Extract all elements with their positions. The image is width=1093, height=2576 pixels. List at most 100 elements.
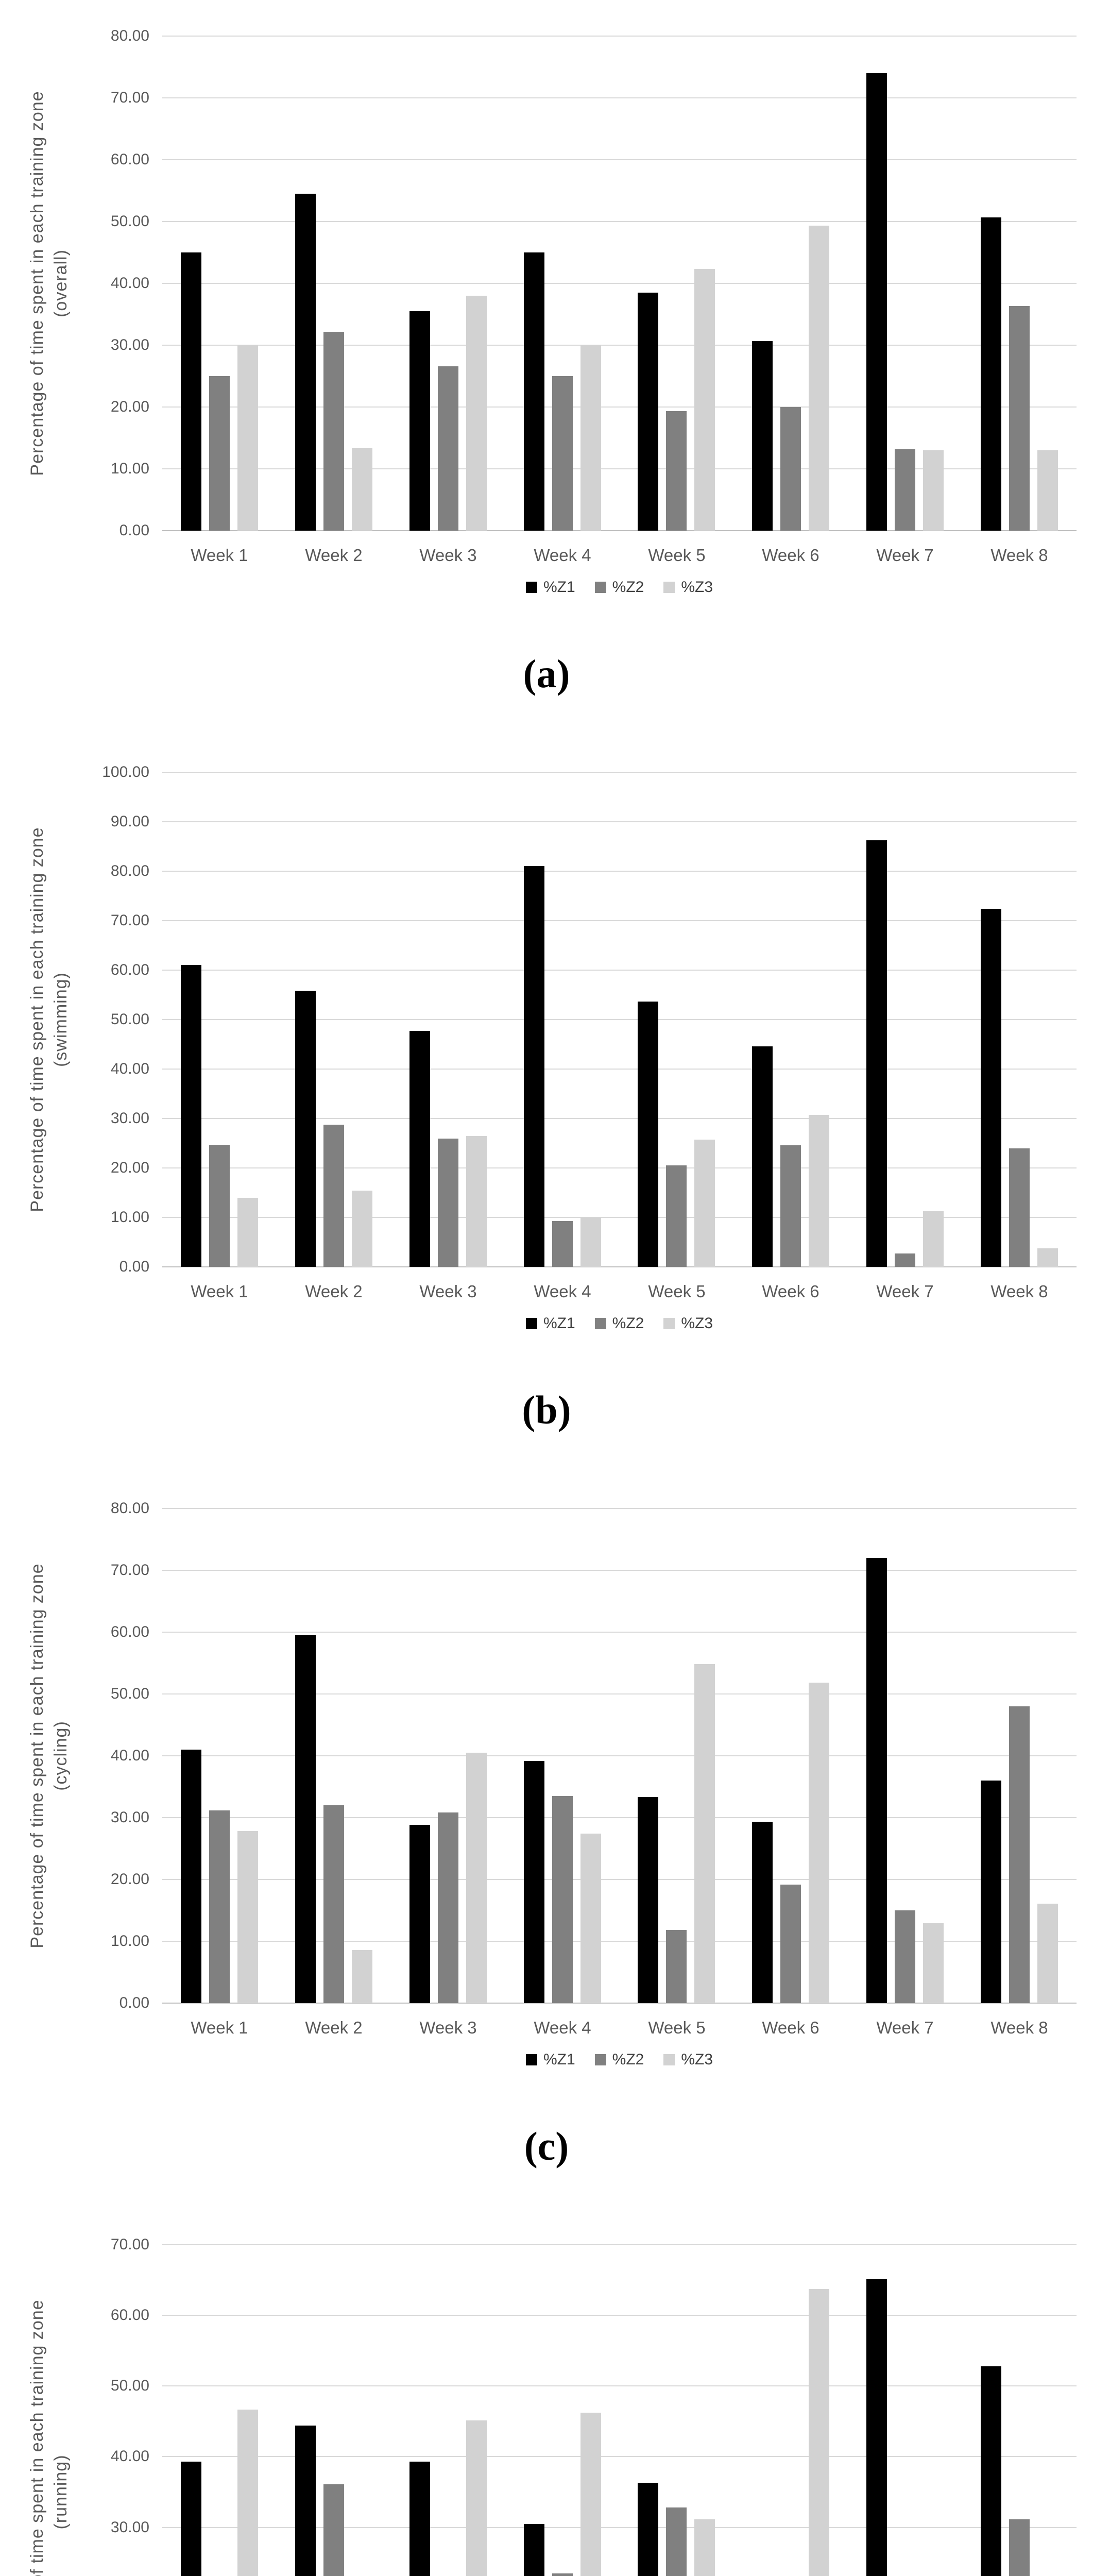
y-tick-label: 20.00 — [110, 398, 149, 415]
y-tick-label: 80.00 — [110, 1500, 149, 1517]
bar-z2 — [323, 2484, 344, 2576]
y-tick-label: 40.00 — [110, 275, 149, 292]
bar-z2 — [780, 1145, 801, 1267]
gridline — [162, 772, 1077, 773]
gridline — [162, 345, 1077, 346]
legend-item: %Z1 — [525, 579, 575, 596]
x-axis-line — [162, 1266, 1077, 1267]
bar-z2 — [209, 376, 230, 531]
legend-swatch-z1 — [525, 1318, 537, 1329]
y-tick-label: 60.00 — [110, 2307, 149, 2324]
bar-z2 — [1009, 2519, 1030, 2576]
y-tick-label: 70.00 — [110, 1562, 149, 1579]
bar-z1 — [866, 1558, 887, 2003]
bar-z3 — [809, 1683, 829, 2003]
gridline — [162, 2244, 1077, 2245]
gridline — [162, 1632, 1077, 1633]
bar-z3 — [1037, 450, 1058, 531]
x-category-label: Week 2 — [305, 2018, 363, 2037]
bar-z1 — [981, 909, 1001, 1267]
x-category-label: Week 4 — [534, 1282, 591, 1301]
bar-z1 — [866, 840, 887, 1267]
x-category-label: Week 5 — [648, 2018, 706, 2037]
x-category-label: Week 1 — [191, 2018, 248, 2037]
bar-z2 — [895, 449, 915, 531]
bar-z1 — [752, 1822, 773, 2003]
y-tick-label: 50.00 — [110, 1685, 149, 1702]
y-tick-label: 40.00 — [110, 1060, 149, 1077]
bar-z2 — [209, 1810, 230, 2003]
chart-overall: Percentage of time spent in each trainin… — [0, 0, 1093, 736]
legend-swatch-z3 — [663, 1318, 675, 1329]
x-category-label: Week 6 — [762, 1282, 819, 1301]
bar-z3 — [809, 2289, 829, 2576]
gridline — [162, 1019, 1077, 1020]
legend-item: %Z3 — [663, 2051, 713, 2069]
bar-z1 — [638, 293, 658, 531]
legend-label: %Z2 — [612, 1315, 644, 1332]
x-category-label: Week 2 — [305, 546, 363, 565]
figure-panel-a: Percentage of time spent in each trainin… — [0, 0, 1093, 736]
bar-z2 — [323, 332, 344, 531]
legend-swatch-z2 — [594, 1318, 606, 1329]
gridline — [162, 1508, 1077, 1509]
bar-z3 — [466, 1753, 487, 2003]
bar-z1 — [409, 311, 430, 531]
bar-z1 — [295, 194, 316, 531]
y-tick-label: 80.00 — [110, 27, 149, 44]
bar-z3 — [466, 2420, 487, 2576]
gridline — [162, 1217, 1077, 1218]
bar-z3 — [1037, 1248, 1058, 1267]
bar-z1 — [524, 2524, 544, 2576]
bar-z2 — [323, 1805, 344, 2003]
bar-z3 — [352, 448, 372, 531]
bar-z1 — [752, 341, 773, 531]
y-tick-label: 20.00 — [110, 1159, 149, 1176]
y-tick-label: 30.00 — [110, 2519, 149, 2536]
gridline — [162, 871, 1077, 872]
bar-z3 — [809, 1115, 829, 1267]
bar-z1 — [181, 965, 201, 1267]
bar-z3 — [1037, 1904, 1058, 2003]
x-axis-line — [162, 2003, 1077, 2004]
bar-z1 — [981, 217, 1001, 531]
y-tick-label: 0.00 — [119, 522, 149, 539]
gridline — [162, 1817, 1077, 1818]
gridline — [162, 821, 1077, 822]
legend-label: %Z2 — [612, 579, 644, 596]
y-tick-label: 100.00 — [102, 764, 149, 781]
y-tick-label: 70.00 — [110, 89, 149, 106]
bar-z2 — [552, 1796, 573, 2003]
x-category-label: Week 7 — [876, 1282, 934, 1301]
gridline — [162, 221, 1077, 222]
y-tick-label: 30.00 — [110, 1110, 149, 1127]
bar-z1 — [524, 866, 544, 1267]
legend-item: %Z3 — [663, 579, 713, 596]
y-tick-label: 30.00 — [110, 1809, 149, 1826]
y-tick-label: 50.00 — [110, 1011, 149, 1028]
figure-panel-c: Percentage of time spent in each trainin… — [0, 1472, 1093, 2209]
bar-z2 — [209, 1145, 230, 1267]
bar-z2 — [552, 2573, 573, 2576]
x-category-label: Week 8 — [990, 2018, 1048, 2037]
gridline — [162, 2385, 1077, 2386]
bar-z2 — [895, 1253, 915, 1267]
legend: %Z1 %Z2 %Z3 — [162, 1313, 1077, 1334]
bar-z2 — [1009, 1148, 1030, 1267]
bar-z3 — [694, 269, 715, 531]
bar-z1 — [981, 2366, 1001, 2576]
legend-swatch-z1 — [525, 2054, 537, 2065]
bar-z2 — [666, 2507, 687, 2576]
y-tick-label: 70.00 — [110, 2236, 149, 2253]
legend-item: %Z2 — [594, 2051, 644, 2069]
bar-z2 — [666, 1930, 687, 2003]
bar-z2 — [438, 1139, 458, 1267]
legend-swatch-z3 — [663, 2054, 675, 2065]
figure-panel-b: Percentage of time spent in each trainin… — [0, 736, 1093, 1472]
bar-z3 — [466, 1136, 487, 1267]
gridline — [162, 1167, 1077, 1168]
gridline — [162, 970, 1077, 971]
y-tick-label: 40.00 — [110, 1747, 149, 1764]
bar-z3 — [352, 1191, 372, 1267]
